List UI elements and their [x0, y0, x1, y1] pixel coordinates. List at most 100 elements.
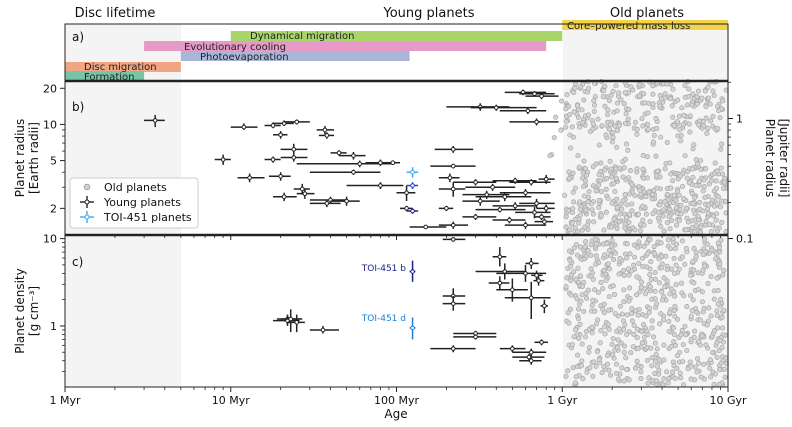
young-planet-radius-marker — [539, 93, 544, 99]
old-planet-point — [709, 247, 715, 253]
old-planet-point — [657, 321, 663, 327]
old-planet-point — [611, 257, 617, 263]
old-planet-point — [634, 326, 640, 332]
old-planet-point — [660, 317, 667, 323]
old-planet-point — [594, 349, 600, 355]
old-planet-point — [667, 291, 673, 297]
old-planet-point — [596, 171, 602, 178]
old-planet-point — [627, 168, 633, 174]
young-planet-radius-marker — [291, 155, 297, 160]
old-planet-point — [601, 363, 607, 370]
old-planet-point — [711, 296, 717, 302]
old-planet-point — [698, 158, 704, 164]
old-planet-point — [630, 262, 637, 268]
old-planet-point — [624, 367, 630, 373]
old-planet-point — [669, 266, 675, 272]
old-planet-point — [639, 328, 645, 335]
old-planet-point — [624, 241, 630, 247]
old-planet-point — [589, 330, 595, 336]
old-planet-point — [668, 343, 674, 349]
young-planet-radius-marker — [473, 214, 478, 220]
old-planet-point — [667, 160, 673, 166]
old-planet-point — [681, 382, 687, 388]
old-planet-point — [636, 306, 642, 313]
old-planet-point — [616, 326, 622, 332]
old-planet-point — [591, 102, 598, 108]
old-planet-point — [668, 286, 675, 292]
young-planet-radius-marker — [404, 206, 409, 211]
old-planet-point — [705, 281, 711, 287]
x-tick-label: 1 Gyr — [547, 394, 578, 407]
old-planet-point — [611, 216, 617, 222]
old-planet-point — [582, 334, 588, 340]
old-planet-point — [659, 289, 665, 295]
toi451-radius-d — [406, 167, 419, 178]
old-planet-point — [601, 227, 607, 233]
young-planet-radius — [316, 126, 335, 135]
old-planet-point — [621, 287, 627, 293]
old-planet-point — [626, 377, 632, 383]
old-planet-point — [609, 341, 615, 348]
old-planet-point — [661, 376, 667, 382]
process-bar-dynamical-migration — [230, 31, 563, 41]
old-planet-point — [699, 299, 705, 305]
old-planet-point — [662, 199, 668, 205]
old-planet-point — [689, 225, 695, 231]
panel-label-a: a) — [72, 30, 84, 44]
old-planet-point — [599, 123, 605, 129]
young-planet-density-marker — [523, 271, 528, 276]
old-planet-point — [705, 84, 711, 90]
process-label-photoevaporation: Photoevaporation — [200, 52, 289, 63]
panel-c-density: c) 1 10 TOI-451 b TOI-451 d — [43, 233, 729, 388]
old-planet-point — [652, 288, 658, 294]
old-planet-point — [714, 201, 720, 207]
old-planet-point — [645, 121, 651, 127]
old-planet-point — [563, 284, 569, 290]
old-planets-shade-a — [563, 24, 728, 81]
old-planet-point — [694, 101, 700, 107]
old-planet-point — [647, 219, 653, 225]
old-planet-point — [719, 325, 726, 331]
old-planet-point — [680, 342, 686, 348]
old-planet-point — [667, 226, 673, 232]
old-planet-point — [604, 241, 610, 247]
old-planet-point — [711, 92, 717, 99]
old-planet-point — [675, 97, 681, 103]
old-planet-point — [610, 88, 616, 95]
old-planet-point — [603, 209, 609, 215]
old-planet-point — [686, 121, 692, 127]
old-planet-point — [626, 106, 632, 113]
old-planet-point — [568, 277, 574, 284]
old-planet-point — [622, 192, 628, 198]
young-planet-radius — [462, 190, 510, 199]
old-planet-point — [694, 94, 700, 100]
old-planet-point — [714, 103, 721, 109]
young-planet-radius-marker — [390, 160, 396, 166]
old-planet-point — [679, 238, 685, 244]
young-planet-radius — [509, 118, 559, 126]
old-planet-point — [723, 360, 729, 367]
density-y-tick-label: 1 — [50, 320, 57, 333]
young-planet-radius — [470, 104, 537, 111]
old-planet-point — [656, 371, 662, 377]
density-y-ticks: 1 10 — [43, 233, 65, 373]
young-planet-radius-marker — [299, 186, 305, 192]
old-planet-point — [626, 272, 632, 278]
old-planet-point — [583, 290, 589, 296]
old-planet-point — [632, 193, 638, 199]
young-planet-radius — [462, 196, 500, 206]
young-planet-radius-marker — [534, 201, 539, 206]
old-planet-point — [677, 127, 683, 133]
old-planet-point — [658, 134, 664, 140]
old-planet-point — [691, 142, 697, 148]
old-planet-point — [668, 171, 674, 177]
young-planet-density-marker — [536, 278, 541, 283]
old-planet-point — [641, 243, 647, 250]
radius-y-tick-label: 10 — [43, 118, 57, 131]
old-planet-point — [616, 90, 622, 96]
old-planet-point — [660, 382, 666, 388]
old-planet-point — [608, 243, 615, 249]
old-planet-point — [619, 206, 625, 212]
old-planets-radius — [547, 78, 729, 236]
young-planet-radius — [293, 183, 310, 195]
